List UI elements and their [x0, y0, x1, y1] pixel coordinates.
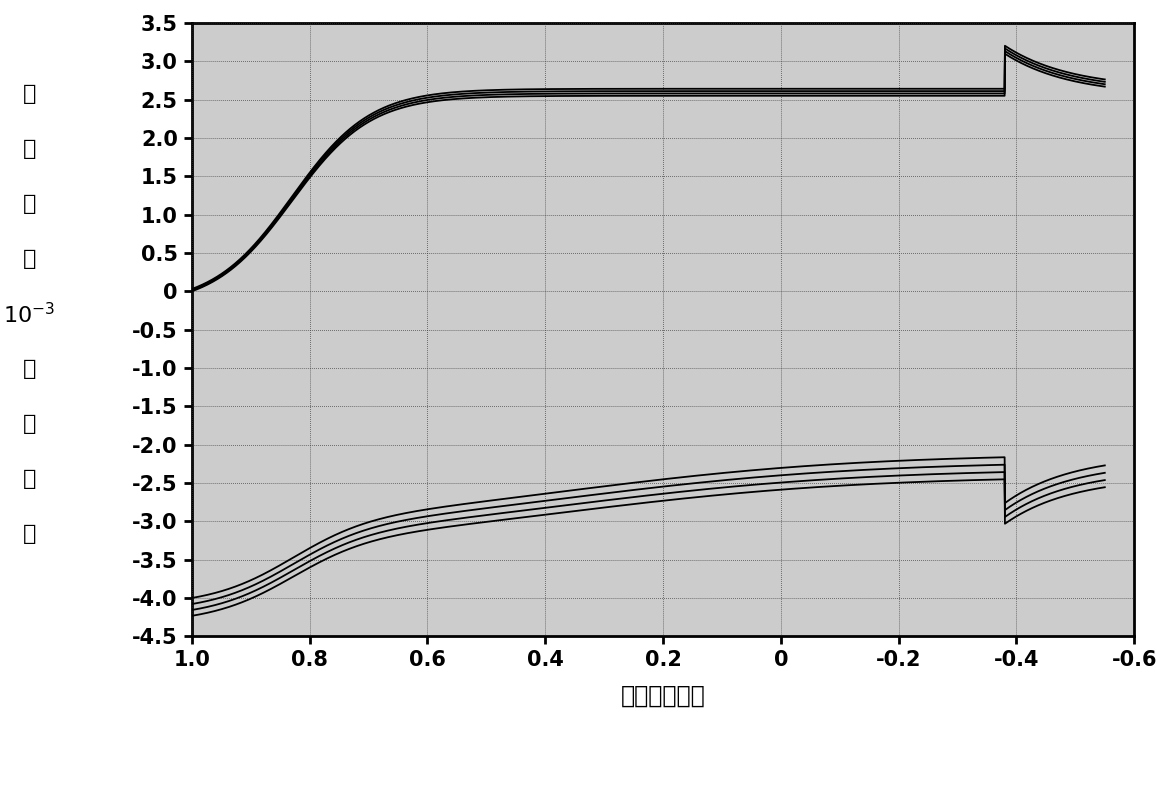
- Text: $10^{-3}$: $10^{-3}$: [4, 302, 55, 327]
- Text: 安: 安: [22, 359, 36, 380]
- Text: 电: 电: [22, 84, 36, 105]
- Text: ）: ）: [22, 249, 36, 270]
- Text: （: （: [22, 469, 36, 490]
- Text: 流: 流: [22, 139, 36, 160]
- Text: 培: 培: [22, 414, 36, 435]
- Text: （: （: [22, 194, 36, 215]
- Text: ）: ）: [22, 524, 36, 545]
- X-axis label: 电压（伏特）: 电压（伏特）: [621, 684, 706, 708]
